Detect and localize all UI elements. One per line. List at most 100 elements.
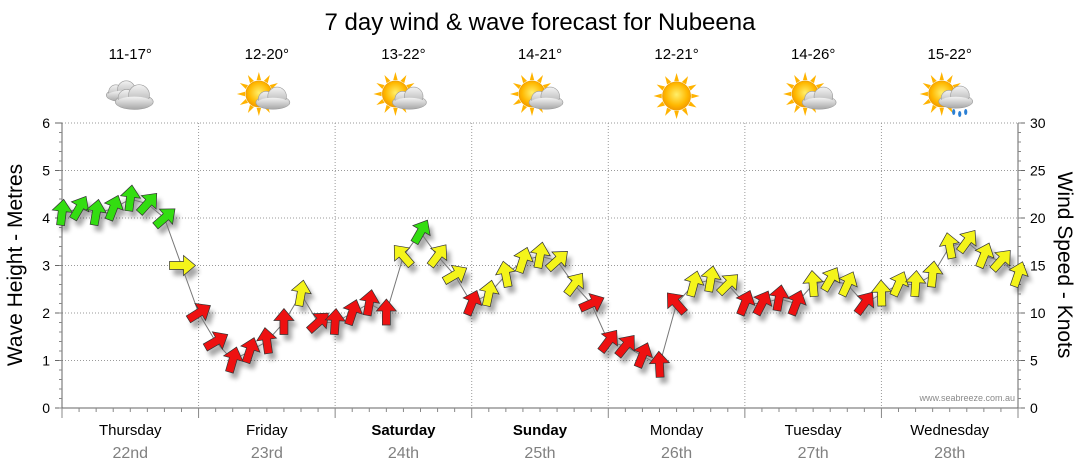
wind-arrow — [1008, 261, 1029, 289]
wind-arrow — [544, 251, 568, 273]
wind-arrow — [752, 290, 773, 317]
wind-arrow — [51, 198, 73, 227]
wind-arrow — [273, 307, 295, 335]
rain-drop — [964, 109, 968, 115]
partly-cloudy-icon — [373, 72, 427, 116]
right-tick-label: 30 — [1030, 115, 1046, 131]
wind-arrow — [633, 342, 654, 369]
right-tick-label: 20 — [1030, 210, 1046, 226]
day-label: Tuesday — [785, 422, 842, 439]
wind-arrow — [529, 241, 551, 269]
wind-arrow — [202, 331, 229, 352]
day-date: 26th — [661, 445, 692, 462]
wind-arrow — [169, 254, 197, 277]
left-tick-label: 6 — [42, 115, 50, 131]
wind-arrow — [135, 192, 158, 216]
partly-cloudy-icon — [510, 72, 564, 116]
day-label: Monday — [650, 422, 704, 439]
sun-cloud-showers-icon — [919, 72, 974, 117]
wind-arrow — [426, 244, 448, 269]
wind-arrow — [478, 279, 500, 307]
chart-title: 7 day wind & wave forecast for Nubeena — [325, 9, 757, 36]
wind-arrow — [700, 265, 722, 293]
temperature-range: 14-21° — [518, 46, 562, 63]
wind-arrow — [85, 198, 108, 227]
partly-cloudy-icon — [236, 72, 291, 116]
wind-arrow — [648, 350, 671, 378]
temperature-range: 12-20° — [245, 46, 289, 63]
wind-arrow — [667, 292, 688, 316]
cloud-shape — [528, 86, 564, 110]
day-label: Sunday — [513, 422, 568, 439]
right-axis-label: Wind Speed - Knots — [1053, 172, 1076, 359]
rain-drop — [958, 111, 962, 117]
day-date: 22nd — [112, 445, 148, 462]
wind-arrow — [820, 267, 841, 293]
wind-arrow — [240, 337, 261, 365]
wind-arrow — [853, 291, 875, 317]
wind-arrow — [989, 249, 1011, 273]
wind-arrows — [51, 184, 1029, 378]
day-date: 24th — [388, 445, 419, 462]
axes: 0 1 2 3 4 5 6 0 5 10 15 20 25 30 Thursday 22nd Friday 23r… — [42, 115, 1046, 462]
wind-arrow — [103, 194, 124, 222]
wind-arrow — [375, 298, 398, 326]
wind-arrow — [462, 290, 483, 317]
day-date: 23rd — [251, 445, 283, 462]
wind-arrow — [69, 195, 90, 222]
wind-arrow — [152, 208, 176, 230]
temperature-range: 11-17° — [109, 46, 152, 63]
wind-arrow — [305, 312, 329, 334]
wind-arrow-shadow — [582, 299, 609, 319]
wind-arrow — [563, 272, 584, 297]
left-tick-label: 2 — [42, 305, 50, 321]
wind-arrow — [410, 219, 431, 246]
weather-icons: 11-17° 12-20° 13-22° 14-21° 12-21° 14-26° 15-2… — [105, 46, 974, 119]
wind-arrow — [393, 245, 415, 269]
day-label: Saturday — [371, 422, 436, 439]
wind-arrow — [802, 270, 824, 298]
wind-arrow — [358, 289, 381, 317]
wind-arrow — [255, 327, 278, 355]
right-tick-label: 15 — [1030, 258, 1046, 274]
sun-shape — [653, 73, 700, 119]
wind-arrow — [735, 290, 756, 317]
cloud-shape — [392, 86, 427, 110]
right-tick-label: 25 — [1030, 163, 1046, 179]
left-tick-label: 4 — [42, 210, 50, 226]
left-axis-label: Wave Height - Metres — [4, 164, 27, 366]
wind-trend-line — [61, 198, 1019, 367]
cloud-shape — [114, 84, 154, 110]
rain-drop — [952, 109, 956, 115]
wind-arrow — [578, 293, 605, 313]
wind-arrow — [922, 260, 944, 288]
cloudy-icon — [105, 80, 154, 110]
temperature-range: 14-26° — [791, 46, 835, 63]
wind-arrow — [597, 329, 618, 354]
wind-arrow — [441, 264, 468, 285]
right-tick-label: 0 — [1030, 400, 1038, 416]
partly-cloudy-icon — [783, 72, 837, 116]
wind-arrow — [838, 271, 858, 298]
temperature-range: 12-21° — [654, 46, 698, 63]
wind-arrow — [513, 246, 534, 274]
sun-shape — [919, 72, 964, 116]
wind-arrow — [956, 229, 977, 255]
day-date: 28th — [934, 445, 965, 462]
wind-arrow — [715, 274, 739, 297]
arrow-shadows — [56, 191, 1033, 384]
left-tick-label: 5 — [42, 163, 50, 179]
wind-arrow — [870, 279, 893, 307]
wind-arrow — [324, 307, 346, 336]
wind-arrow — [290, 279, 312, 307]
wind-arrow — [119, 184, 142, 212]
credit-text: www.seabreeze.com.au — [918, 393, 1015, 403]
cloud-shape — [938, 85, 974, 109]
left-tick-label: 0 — [42, 400, 50, 416]
wind-arrow — [494, 260, 517, 288]
day-label: Wednesday — [910, 422, 989, 439]
right-tick-label: 5 — [1030, 353, 1038, 369]
wind-arrow — [786, 289, 807, 317]
wind-arrow — [974, 242, 995, 270]
